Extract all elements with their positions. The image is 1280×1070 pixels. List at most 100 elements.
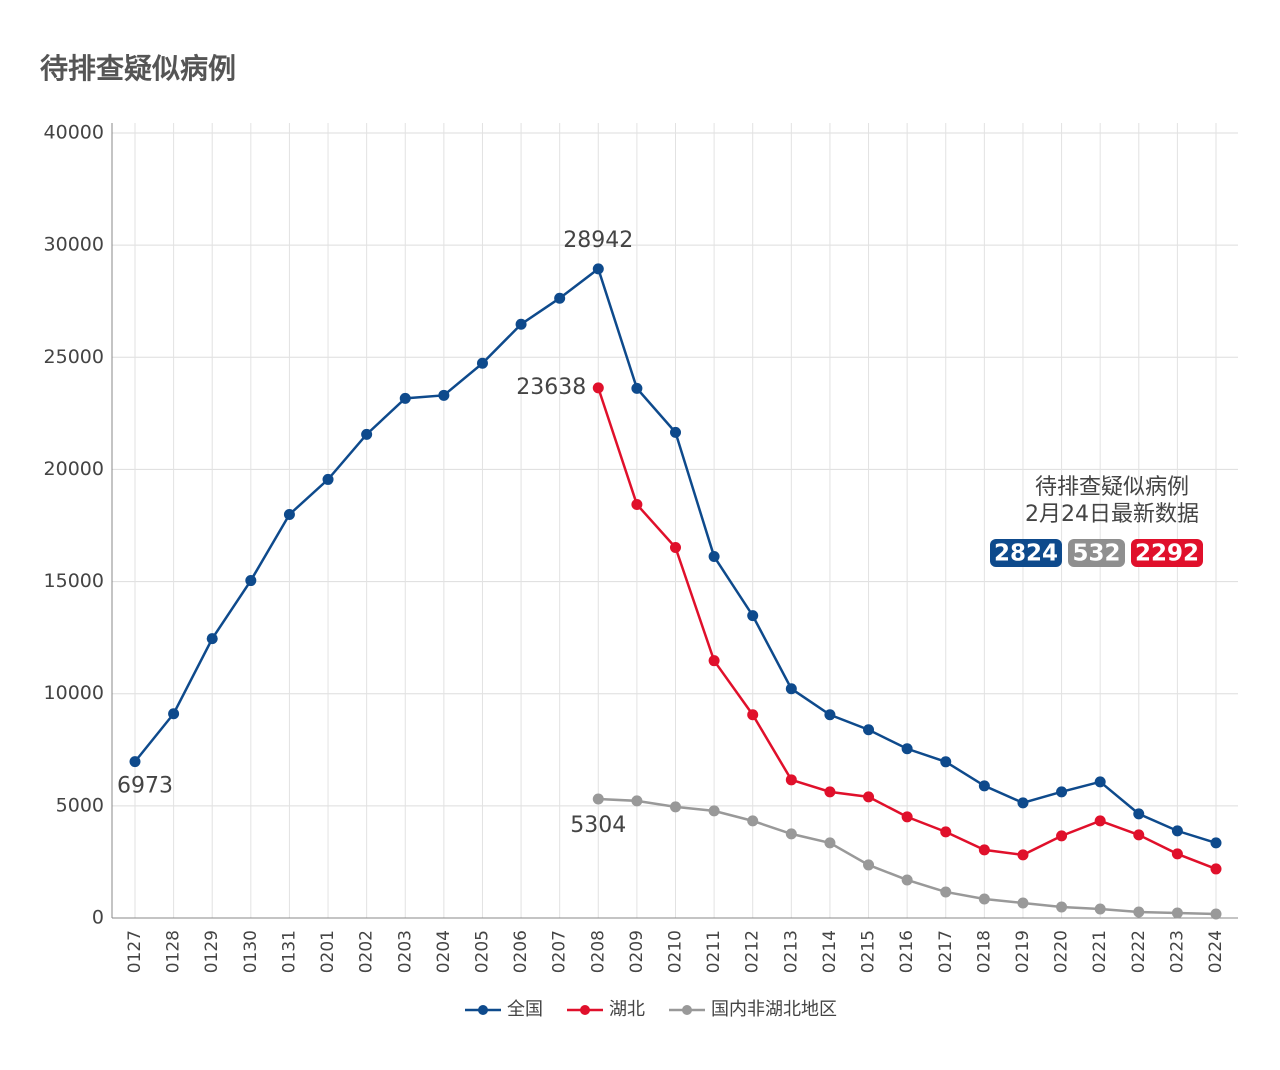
x-tick-label: 0217 bbox=[936, 930, 956, 973]
point bbox=[1017, 849, 1029, 861]
point bbox=[940, 756, 952, 768]
x-tick-label: 0127 bbox=[125, 930, 145, 973]
point bbox=[631, 498, 643, 510]
point bbox=[1133, 829, 1145, 841]
legend-dot bbox=[580, 1005, 590, 1015]
x-tick-label: 0130 bbox=[241, 930, 261, 973]
y-tick-label: 5000 bbox=[56, 794, 104, 816]
badge-label: 2824 bbox=[994, 541, 1058, 567]
point bbox=[940, 886, 952, 898]
point bbox=[476, 357, 488, 369]
point bbox=[1210, 837, 1222, 849]
x-tick-label: 0219 bbox=[1013, 930, 1033, 973]
point bbox=[245, 575, 257, 587]
x-tick-label: 0214 bbox=[820, 930, 840, 973]
point bbox=[863, 859, 875, 871]
point bbox=[785, 828, 797, 840]
x-tick-label: 0208 bbox=[588, 930, 608, 973]
point bbox=[978, 844, 990, 856]
point bbox=[863, 791, 875, 803]
point bbox=[631, 382, 643, 394]
point bbox=[1056, 830, 1068, 842]
point bbox=[206, 633, 218, 645]
x-tick-label: 0210 bbox=[666, 930, 686, 973]
x-tick-label: 0209 bbox=[627, 930, 647, 973]
badge-label: 532 bbox=[1072, 541, 1120, 567]
value-label: 5304 bbox=[570, 813, 626, 838]
point bbox=[747, 815, 759, 827]
chart-title: 待排查疑似病例 bbox=[40, 52, 236, 85]
y-tick-label: 10000 bbox=[44, 682, 104, 704]
x-tick-label: 0204 bbox=[434, 930, 454, 973]
value-label: 6973 bbox=[117, 774, 173, 799]
point bbox=[824, 709, 836, 721]
x-tick-label: 0211 bbox=[704, 930, 724, 973]
value-label: 23638 bbox=[516, 375, 586, 400]
point bbox=[361, 428, 373, 440]
point bbox=[901, 874, 913, 886]
x-tick-label: 0223 bbox=[1167, 930, 1187, 973]
y-tick-label: 15000 bbox=[44, 570, 104, 592]
x-tick-label: 0131 bbox=[279, 930, 299, 973]
point bbox=[824, 837, 836, 849]
x-tick-label: 0220 bbox=[1052, 930, 1072, 973]
x-tick-label: 0215 bbox=[859, 930, 879, 973]
point bbox=[670, 542, 681, 554]
x-tick-label: 0205 bbox=[472, 930, 492, 973]
point bbox=[1171, 907, 1183, 919]
point bbox=[1056, 901, 1068, 913]
point bbox=[554, 292, 566, 304]
point bbox=[901, 743, 913, 755]
point bbox=[1094, 815, 1106, 827]
point bbox=[438, 389, 450, 401]
y-tick-label: 25000 bbox=[44, 346, 104, 368]
legend-dot bbox=[478, 1005, 488, 1015]
point bbox=[747, 709, 759, 721]
badge-label: 2292 bbox=[1135, 541, 1199, 567]
x-tick-label: 0216 bbox=[897, 930, 917, 973]
point bbox=[515, 318, 527, 330]
point bbox=[1133, 808, 1145, 820]
legend-dot bbox=[682, 1005, 692, 1015]
value-label: 28942 bbox=[563, 228, 633, 253]
point bbox=[824, 786, 836, 798]
point bbox=[1133, 906, 1145, 918]
x-tick-label: 0207 bbox=[550, 930, 570, 973]
point bbox=[283, 508, 295, 520]
point bbox=[670, 801, 681, 813]
x-tick-label: 0129 bbox=[202, 930, 222, 973]
x-tick-label: 0128 bbox=[164, 930, 184, 973]
y-tick-label: 20000 bbox=[44, 458, 104, 480]
point bbox=[1171, 848, 1183, 860]
point bbox=[978, 893, 990, 905]
legend-label: 湖北 bbox=[609, 999, 645, 1020]
point bbox=[129, 756, 141, 768]
x-tick-label: 0212 bbox=[743, 930, 763, 973]
point bbox=[322, 473, 334, 485]
point bbox=[1017, 897, 1029, 909]
point bbox=[863, 724, 875, 736]
point bbox=[592, 263, 604, 275]
point bbox=[1171, 825, 1183, 837]
note-line: 2月24日最新数据 bbox=[1025, 502, 1199, 527]
y-tick-label: 0 bbox=[92, 907, 104, 929]
point bbox=[708, 805, 720, 817]
point bbox=[785, 774, 797, 786]
point bbox=[399, 392, 411, 404]
legend-label: 国内非湖北地区 bbox=[711, 999, 837, 1020]
x-tick-label: 0203 bbox=[395, 930, 415, 973]
y-tick-label: 40000 bbox=[44, 122, 104, 144]
point bbox=[631, 795, 643, 807]
point bbox=[708, 655, 720, 667]
badge bbox=[1131, 539, 1203, 567]
x-tick-label: 0202 bbox=[357, 930, 377, 973]
legend-label: 全国 bbox=[507, 999, 543, 1020]
x-tick-label: 0222 bbox=[1129, 930, 1149, 973]
x-tick-label: 0201 bbox=[318, 930, 338, 973]
point bbox=[785, 683, 797, 695]
point bbox=[1056, 786, 1068, 798]
note-line: 待排查疑似病例 bbox=[1035, 475, 1189, 500]
badge bbox=[1068, 539, 1125, 567]
point bbox=[940, 826, 952, 838]
point bbox=[901, 811, 913, 823]
